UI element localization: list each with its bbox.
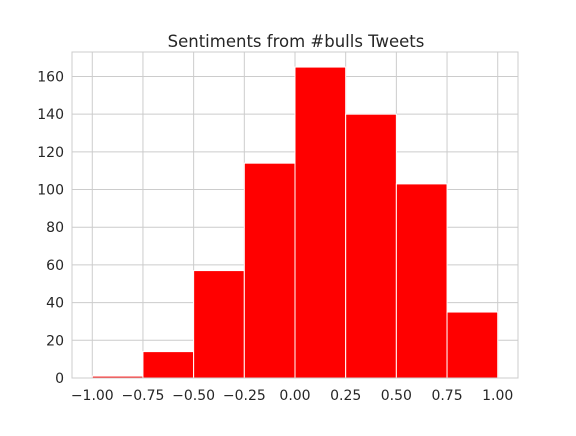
y-tick-label-7: 140 [37,107,64,123]
x-tick-label-8: 1.00 [482,388,513,404]
y-tick-label-1: 20 [46,333,64,349]
x-tick-label-4: 0.00 [279,388,310,404]
histogram-bar-7 [446,311,499,379]
histogram-bar-4 [294,66,347,379]
histogram-bars [91,66,499,379]
x-tick-label-1: −0.75 [122,388,165,404]
histogram-bar-6 [395,183,448,379]
y-tick-label-5: 100 [37,183,64,199]
y-tick-label-2: 40 [46,296,64,312]
x-tick-label-3: −0.25 [223,388,266,404]
x-tick-label-5: 0.25 [330,388,361,404]
y-tick-label-8: 160 [37,69,64,85]
plot-frame [71,51,519,379]
y-axis-tick-labels: 0 20 40 60 80 100 120 140 160 [37,69,64,387]
x-tick-label-6: 0.50 [381,388,412,404]
y-tick-label-6: 120 [37,145,64,161]
histogram-bar-3 [243,162,296,379]
x-tick-label-7: 0.75 [431,388,462,404]
x-tick-label-2: −0.50 [172,388,215,404]
y-tick-label-4: 80 [46,220,64,236]
x-axis-tick-labels: −1.00 −0.75 −0.50 −0.25 0.00 0.25 0.50 0.75 1.00 [71,388,513,404]
chart-title: Sentiments from #bulls Tweets [168,32,425,51]
y-tick-label-0: 0 [55,371,64,387]
x-tick-label-0: −1.00 [71,388,114,404]
y-tick-label-3: 60 [46,258,64,274]
histogram-bar-5 [345,113,397,379]
histogram-bar-1 [142,351,195,379]
histogram-bar-2 [193,270,245,379]
